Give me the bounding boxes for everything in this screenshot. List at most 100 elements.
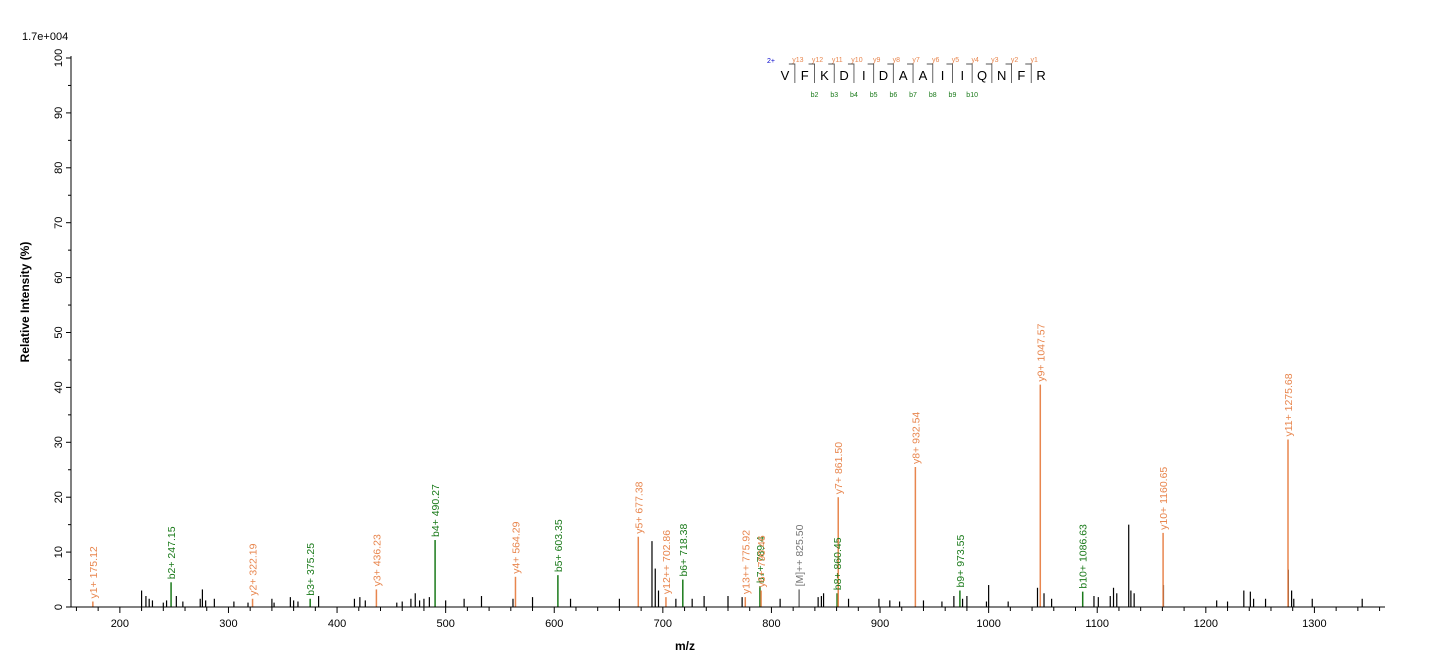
sequence-residue: N: [997, 68, 1006, 83]
x-axis-ticks: 200 300 400 500 600 700 800 900 1000 1100 1200 1300: [75, 607, 1381, 630]
peak-label: y8+ 932.54: [910, 412, 922, 464]
y-tick-label: 50: [53, 326, 65, 338]
x-tick-label: 800: [762, 618, 780, 630]
sequence-residue: F: [801, 68, 809, 83]
y-ion-bracket: [946, 63, 953, 83]
y-ion-bracket: [828, 63, 835, 83]
y-ion-bracket: [1005, 63, 1012, 83]
peak-label: y1+ 175.12: [88, 546, 100, 598]
peak-label: [M]++ 825.50: [794, 524, 806, 586]
charge-state-label: 2+: [767, 58, 775, 65]
peak-label: b4+ 490.27: [430, 484, 442, 537]
sequence-residue: I: [862, 68, 866, 83]
y-ion-label: y3: [991, 57, 999, 64]
b-ion-label: b4: [850, 92, 858, 99]
y-ion-label: y10: [851, 57, 862, 64]
y-ion-label: y12: [812, 57, 823, 64]
peak-label: y9+ 1047.57: [1035, 323, 1047, 381]
peak-label: b7+ 789.4: [755, 536, 767, 583]
y-ion-bracket: [788, 63, 796, 83]
y-ion-bracket: [985, 63, 993, 83]
y-tick-label: 100: [53, 49, 65, 67]
y-ion-label: y7: [912, 57, 920, 64]
y-ion-bracket: [966, 63, 973, 83]
y-tick-label: 30: [53, 436, 65, 448]
y-ion-bracket: [887, 63, 894, 83]
y-ion-bracket: [1025, 63, 1032, 83]
y-tick-label: 60: [53, 271, 65, 283]
peak-label: b8+ 860.45: [832, 537, 844, 590]
y-tick-label: 40: [53, 381, 65, 393]
peak-label: y3+ 436.23: [371, 534, 383, 586]
y-tick-label: 20: [53, 491, 65, 503]
y-axis-ticks: 0 10 20 30 40 50 60 70 80 90 100: [53, 49, 71, 610]
sequence-residue: D: [839, 68, 848, 83]
b-ion-label: b6: [889, 92, 897, 99]
y-ion-bracket: [926, 63, 934, 83]
peak-label: y7+ 861.50: [833, 442, 845, 494]
y-tick-label: 90: [53, 107, 65, 119]
sequence-residue: Q: [977, 68, 987, 83]
peak-label: b5+ 603.35: [553, 519, 565, 572]
peak-label: y12++ 702.86: [661, 530, 673, 594]
peaks-layer: [92, 384, 1363, 607]
peak-label: y11+ 1275.68: [1283, 373, 1295, 436]
peak-label: y2+ 322.19: [248, 543, 260, 595]
sequence-residue: I: [960, 68, 964, 83]
x-tick-label: 300: [219, 618, 237, 630]
y-ion-label: y4: [971, 57, 979, 64]
sequence-residue: I: [941, 68, 945, 83]
peak-label: y4+ 564.29: [510, 521, 522, 573]
y-axis-title: Relative Intensity (%): [18, 242, 32, 363]
x-tick-label: 900: [871, 618, 889, 630]
sequence-residue: F: [1017, 68, 1025, 83]
y-ion-bracket: [867, 63, 875, 83]
max-intensity-label: 1.7e+004: [22, 31, 68, 43]
x-tick-label: 200: [111, 618, 129, 630]
y-ion-label: y9: [873, 57, 881, 64]
peak-label: y10+ 1160.65: [1158, 467, 1170, 530]
peak-label: y6+ 790.46: [756, 535, 768, 587]
y-ion-label: y6: [932, 57, 940, 64]
y-tick-label: 10: [53, 546, 65, 558]
peak-labels-layer: y1+ 175.12 b2+ 247.15 y2+ 322.19 b3+ 375.25…: [88, 323, 1295, 598]
x-tick-label: 500: [436, 618, 454, 630]
x-tick-label: 1100: [1085, 618, 1109, 630]
sequence-residue: D: [879, 68, 888, 83]
b-ion-label: b9: [949, 92, 957, 99]
peak-label: b2+ 247.15: [166, 526, 178, 579]
peak-label: y13++ 775.92: [740, 530, 752, 594]
x-tick-label: 1200: [1194, 618, 1218, 630]
peak-label: y5+ 677.38: [633, 481, 645, 533]
y-ion-label: y8: [893, 57, 901, 64]
y-ion-label: y5: [952, 57, 960, 64]
x-tick-label: 600: [545, 618, 563, 630]
y-tick-label: 0: [53, 604, 65, 610]
b-ion-label: b5: [870, 92, 878, 99]
b-ion-label: b10: [966, 92, 978, 99]
sequence-residue: V: [781, 68, 790, 83]
sequence-residue: A: [919, 68, 928, 83]
y-ion-bracket: [808, 63, 815, 83]
y-tick-label: 80: [53, 162, 65, 174]
peak-label: b9+ 973.55: [955, 535, 967, 588]
y-ion-label: y2: [1011, 57, 1019, 64]
x-tick-label: 700: [654, 618, 672, 630]
y-ion-label: y11: [832, 57, 843, 64]
b-ion-label: b7: [909, 92, 917, 99]
peak-label: b6+ 718.38: [678, 524, 690, 577]
y-tick-label: 70: [53, 217, 65, 229]
sequence-residue: R: [1036, 68, 1045, 83]
peak-label: b3+ 375.25: [305, 543, 317, 596]
y-ion-bracket: [907, 63, 914, 83]
b-ion-label: b3: [830, 92, 838, 99]
peak-label: b10+ 1086.63: [1078, 524, 1090, 589]
x-tick-label: 1000: [976, 618, 1000, 630]
b-ion-label: b8: [929, 92, 937, 99]
y-ion-label: y1: [1031, 57, 1039, 64]
x-axis-title: m/z: [675, 639, 695, 653]
b-ion-label: b2: [811, 92, 819, 99]
x-tick-label: 400: [328, 618, 346, 630]
